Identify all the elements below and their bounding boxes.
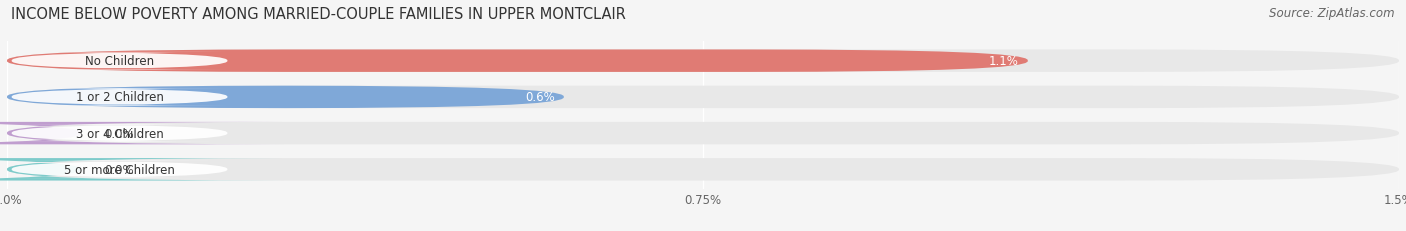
Text: 3 or 4 Children: 3 or 4 Children bbox=[76, 127, 163, 140]
FancyBboxPatch shape bbox=[7, 86, 564, 109]
Text: 0.0%: 0.0% bbox=[104, 163, 134, 176]
FancyBboxPatch shape bbox=[7, 86, 1399, 109]
Text: 0.0%: 0.0% bbox=[104, 127, 134, 140]
Text: 5 or more Children: 5 or more Children bbox=[65, 163, 174, 176]
Text: 0.6%: 0.6% bbox=[524, 91, 554, 104]
FancyBboxPatch shape bbox=[7, 122, 1399, 145]
Text: INCOME BELOW POVERTY AMONG MARRIED-COUPLE FAMILIES IN UPPER MONTCLAIR: INCOME BELOW POVERTY AMONG MARRIED-COUPL… bbox=[11, 7, 626, 22]
Text: No Children: No Children bbox=[84, 55, 155, 68]
FancyBboxPatch shape bbox=[0, 122, 283, 145]
FancyBboxPatch shape bbox=[7, 50, 1028, 73]
Text: 1 or 2 Children: 1 or 2 Children bbox=[76, 91, 163, 104]
FancyBboxPatch shape bbox=[11, 89, 228, 106]
FancyBboxPatch shape bbox=[0, 158, 283, 181]
FancyBboxPatch shape bbox=[11, 161, 228, 178]
FancyBboxPatch shape bbox=[7, 50, 1399, 73]
FancyBboxPatch shape bbox=[7, 158, 1399, 181]
Text: 1.1%: 1.1% bbox=[988, 55, 1018, 68]
FancyBboxPatch shape bbox=[11, 125, 228, 142]
Text: Source: ZipAtlas.com: Source: ZipAtlas.com bbox=[1270, 7, 1395, 20]
FancyBboxPatch shape bbox=[11, 53, 228, 70]
